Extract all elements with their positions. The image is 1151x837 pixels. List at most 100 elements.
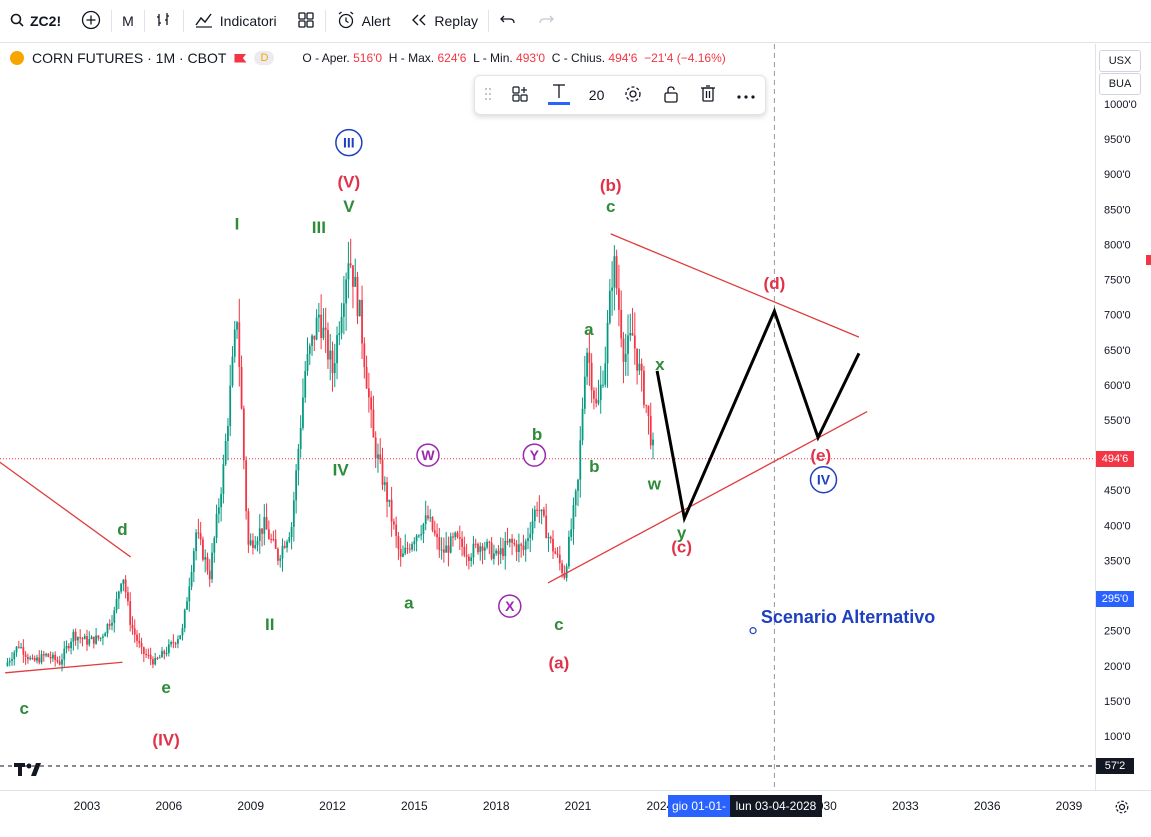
candle-body: [15, 646, 18, 653]
bottom-price-tag: 57'2: [1096, 758, 1134, 775]
candle-body: [54, 654, 57, 660]
candle-body: [602, 384, 604, 386]
trendline: [5, 661, 123, 674]
currency-select[interactable]: USX: [1099, 50, 1141, 72]
currency-label: USX: [1108, 55, 1132, 67]
candle-body: [442, 549, 445, 553]
price-axis[interactable]: 1000'0 950'0 900'0 850'0 800'0 750'0 700'0 650'…: [1095, 44, 1151, 790]
candle-body: [231, 356, 234, 386]
ohlc-values: O - Aper. 516'0 H - Max. 624'6 L - Min. …: [302, 51, 725, 65]
wave-label: V: [343, 197, 355, 216]
candle-body: [463, 546, 466, 555]
redo-button[interactable]: [527, 0, 565, 42]
candle-body: [504, 540, 507, 557]
axis-settings-gear-icon[interactable]: [1114, 799, 1130, 820]
candle-body: [624, 353, 627, 362]
candle-body: [79, 637, 82, 639]
candle-body: [470, 557, 473, 561]
candle-body: [438, 537, 441, 550]
candle-body: [122, 579, 125, 584]
x-tick-label: 2018: [483, 799, 510, 813]
font-size-value[interactable]: 20: [588, 87, 605, 103]
candle-body: [549, 536, 552, 539]
candle-body: [440, 549, 443, 551]
candle-body: [445, 545, 448, 553]
settings-gear-icon[interactable]: [623, 84, 643, 107]
drag-handle-icon[interactable]: [484, 86, 492, 105]
wave-label-circle: [522, 443, 547, 467]
candle-body: [488, 541, 491, 543]
candle-body: [65, 645, 68, 649]
candle-body: [49, 656, 52, 659]
candle-body: [638, 363, 641, 371]
candle-body: [649, 416, 652, 446]
candle-body: [306, 354, 309, 371]
time-axis[interactable]: 2003200620092012201520182021202420272030…: [0, 790, 1151, 832]
close-label: C - Chius.: [551, 51, 606, 65]
candle-body: [215, 513, 218, 539]
more-options-icon[interactable]: [736, 87, 756, 103]
candle-body: [97, 635, 100, 639]
candle-body: [524, 541, 527, 550]
candle-body: [547, 536, 550, 539]
candle-body: [599, 384, 602, 401]
candle-body: [197, 532, 200, 534]
candle-body: [236, 322, 238, 330]
candle-body: [31, 657, 34, 659]
candle-body: [195, 532, 198, 552]
price-chart[interactable]: cde(IV)IIIIIIV(V)IIIIVaWXYbc(a)abc(b)xwy…: [0, 44, 1095, 790]
candle-body: [338, 332, 341, 336]
candle-body: [336, 335, 338, 364]
candle-body: [322, 327, 325, 339]
alert-label: Alert: [361, 13, 391, 29]
candle-body: [533, 509, 536, 522]
candle-body: [304, 370, 307, 398]
grid-layout-icon: [297, 11, 315, 32]
candle-body: [154, 658, 157, 665]
candle-body: [429, 517, 432, 519]
candle-body: [565, 566, 568, 578]
candle-body: [395, 524, 398, 537]
series-title[interactable]: CORN FUTURES · 1M · CBOT: [32, 50, 227, 66]
interval-button[interactable]: M: [112, 0, 144, 42]
indicators-button[interactable]: Indicatori: [184, 0, 287, 42]
time-tag-right-label: lun 03-04-2028: [735, 799, 817, 813]
candle-body: [574, 490, 577, 506]
candle-body: [117, 591, 120, 599]
lock-icon[interactable]: [662, 84, 680, 107]
x-tick-label: 2021: [565, 799, 592, 813]
tradingview-logo[interactable]: [14, 761, 44, 782]
wave-label: c: [20, 699, 29, 718]
candle-body: [213, 538, 216, 553]
compare-button[interactable]: [71, 0, 111, 42]
y-tick-label: 1000'0: [1104, 99, 1137, 111]
text-color-icon[interactable]: [547, 82, 570, 109]
templates-icon[interactable]: [511, 85, 529, 106]
replay-button[interactable]: Replay: [400, 0, 488, 42]
candle-body: [538, 510, 541, 512]
flag-icon[interactable]: [234, 53, 247, 63]
wave-label: e: [161, 678, 170, 697]
undo-icon: [499, 13, 517, 30]
undo-button[interactable]: [489, 0, 527, 42]
candle-body: [167, 644, 170, 654]
candle-body: [136, 634, 138, 641]
candle-body: [299, 427, 302, 449]
symbol-search[interactable]: ZC2!: [0, 0, 71, 42]
chart-type-button[interactable]: [145, 0, 183, 42]
alert-button[interactable]: Alert: [326, 0, 401, 42]
candle-body: [124, 579, 127, 593]
candle-body: [374, 437, 377, 459]
candle-body: [406, 547, 409, 549]
candle-body: [22, 647, 25, 655]
exchange-select[interactable]: BUA: [1099, 73, 1141, 95]
trash-icon[interactable]: [699, 84, 717, 107]
candle-body: [449, 536, 452, 553]
candle-body: [67, 645, 70, 649]
candle-body: [356, 276, 359, 317]
delay-badge: D: [254, 51, 275, 65]
candle-body: [404, 547, 407, 554]
layouts-button[interactable]: [287, 0, 325, 42]
candle-body: [561, 563, 563, 573]
